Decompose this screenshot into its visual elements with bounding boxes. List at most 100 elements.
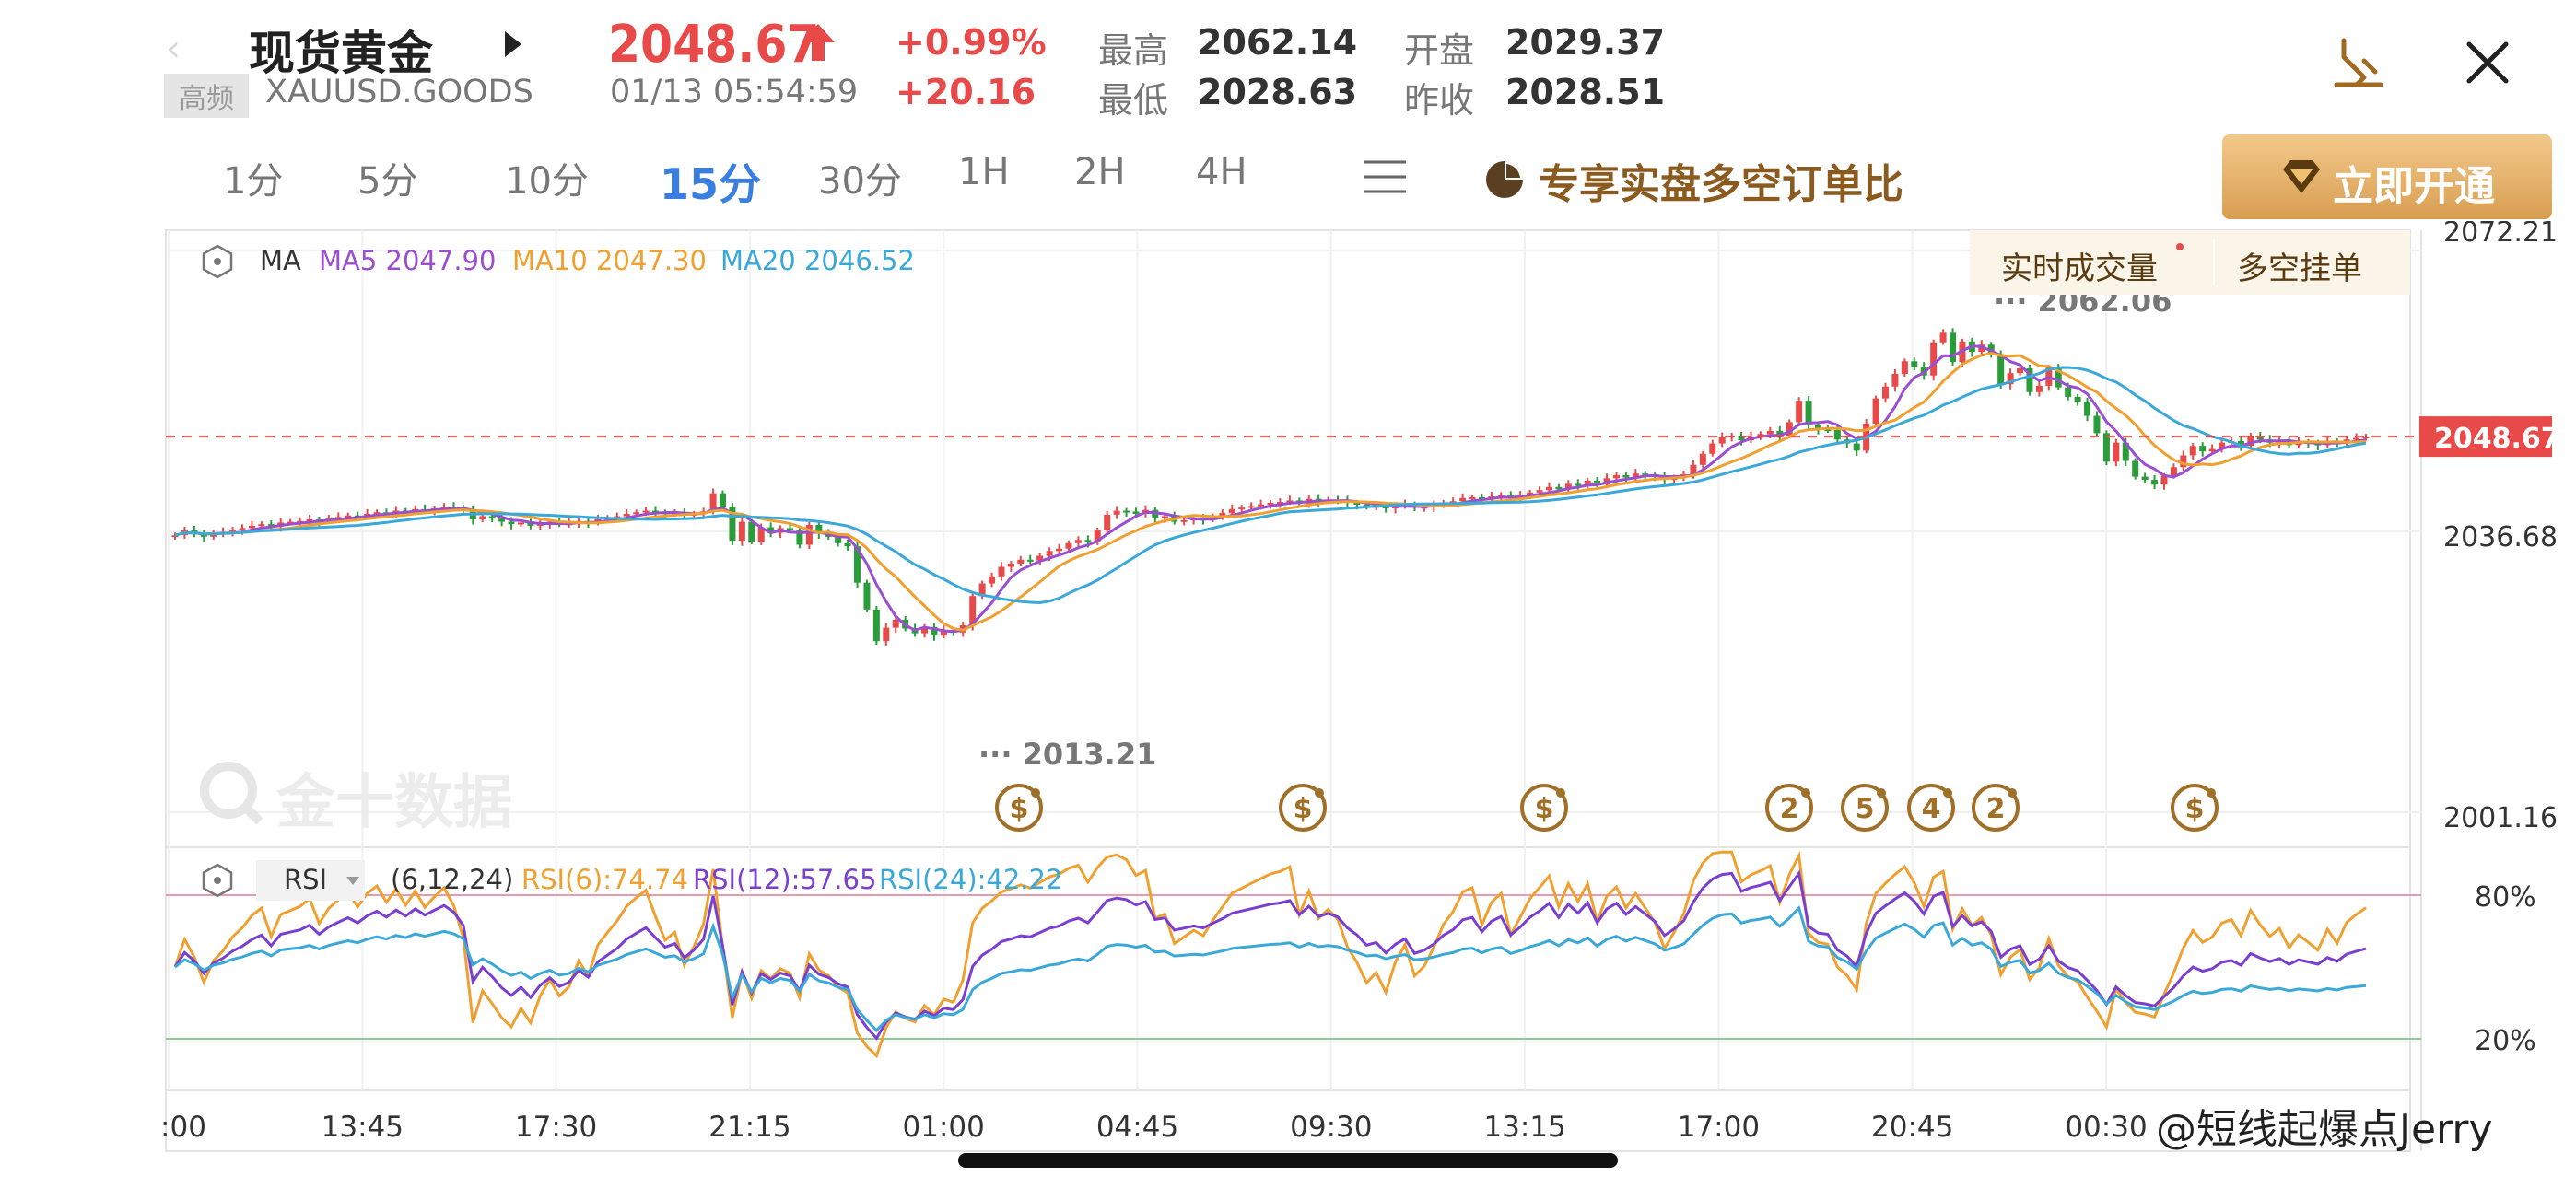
candle-body — [1449, 501, 1457, 504]
event-marker-dot — [1877, 788, 1886, 798]
event-marker: 2 — [1972, 784, 2020, 832]
candle-body — [2026, 368, 2033, 392]
high-frequency-badge: 高频 — [164, 74, 249, 118]
ma20-line — [174, 366, 2367, 605]
realtime-volume-button[interactable]: 实时成交量 — [2001, 250, 2158, 287]
candle-body — [1766, 430, 1774, 435]
candle-body — [1709, 443, 1716, 454]
candle-body — [171, 535, 179, 538]
candle-body — [1699, 453, 1706, 465]
candle-body — [1180, 519, 1188, 522]
x-tick-label: :00 — [160, 1111, 206, 1144]
rsi-indicator-select[interactable]: RSI — [256, 860, 365, 901]
candle-body — [1258, 504, 1265, 507]
candle-body — [479, 516, 486, 519]
candle-body — [1527, 492, 1534, 496]
candle-body — [1882, 386, 1890, 399]
tab-10分[interactable]: 10分 — [505, 160, 589, 203]
candle-body — [1247, 506, 1255, 508]
candle-body — [1891, 374, 1899, 387]
candle-body — [1939, 332, 1947, 343]
menu-icon[interactable] — [1362, 158, 1408, 195]
candle-body — [1074, 540, 1082, 543]
event-marker-dot — [1556, 788, 1565, 798]
candle-body — [921, 626, 929, 634]
event-marker-label: $ — [1010, 793, 1029, 825]
home-indicator — [958, 1153, 1618, 1168]
candle-body — [2074, 396, 2081, 402]
open-account-label: 立即开通 — [2333, 163, 2495, 210]
candles — [171, 328, 2370, 646]
candle-body — [517, 522, 524, 525]
candle-body — [2102, 433, 2110, 462]
candle-body — [527, 522, 534, 526]
candle-body — [1718, 437, 1726, 444]
candle-body — [1104, 514, 1111, 531]
unread-dot — [2176, 243, 2184, 250]
candle-body — [248, 525, 255, 529]
candle-body — [1084, 540, 1092, 542]
rsi-settings-icon[interactable] — [199, 862, 236, 899]
tab-30分[interactable]: 30分 — [818, 160, 902, 203]
candle-body — [1575, 483, 1582, 486]
prev-close-value: 2028.51 — [1505, 72, 1666, 112]
price-up-arrow-icon — [798, 20, 838, 64]
watermark-logo-icon — [197, 759, 265, 827]
quote-timestamp: 01/13 05:54:59 — [610, 74, 859, 111]
tab-5分[interactable]: 5分 — [357, 160, 418, 203]
event-marker-dot — [2207, 788, 2216, 798]
back-chevron-icon[interactable]: ‹ — [166, 28, 181, 70]
event-marker-dot — [1031, 788, 1040, 798]
candle-body — [2007, 373, 2014, 385]
candle-body — [2362, 437, 2370, 439]
open-account-button[interactable]: 立即开通 — [2222, 134, 2552, 219]
candle-body — [2093, 415, 2101, 434]
ma-settings-icon[interactable] — [199, 243, 236, 280]
y-tick-label: 2072.21 — [2443, 221, 2558, 249]
candle-body — [2353, 437, 2360, 440]
event-marker: $ — [995, 784, 1043, 832]
event-marker-label: 4 — [1922, 793, 1941, 825]
candle-body — [623, 513, 630, 517]
candle-body — [720, 493, 726, 507]
candle-body — [258, 524, 265, 527]
candle-body — [287, 521, 294, 524]
next-instrument-icon[interactable] — [505, 31, 521, 57]
rsi-80-label: 80% — [2475, 881, 2536, 914]
ma10-line — [174, 352, 2367, 632]
candle-body — [2035, 385, 2043, 392]
overlay-toggle-group: 实时成交量 多空挂单 — [1970, 230, 2410, 295]
event-marker-ring — [1907, 784, 1955, 832]
event-marker-dot — [1943, 788, 1952, 798]
kline-chart[interactable]: :00 13:45 17:30 21:15 01:00 04:45 09:30 13:15 17… — [0, 221, 2576, 1160]
timeframe-bar: 1分 5分 10分 15分 30分 1H 2H 4H — [0, 147, 1437, 209]
x-tick-label: 20:45 — [1871, 1111, 1953, 1144]
drawing-tool-icon[interactable] — [2329, 33, 2388, 92]
order-book-button[interactable]: 多空挂单 — [2237, 250, 2362, 287]
candle-body — [1161, 516, 1168, 518]
candle-body — [1113, 510, 1120, 515]
candle-body — [2017, 368, 2024, 374]
tab-15分[interactable]: 15分 — [660, 159, 762, 209]
tab-2H[interactable]: 2H — [1074, 151, 1126, 193]
candle-body — [210, 533, 217, 537]
rsi-20-label: 20% — [2475, 1025, 2536, 1057]
tab-4H[interactable]: 4H — [1196, 151, 1247, 193]
candle-body — [2199, 446, 2207, 452]
candle-body — [1622, 474, 1630, 478]
ma-legend-name: MA — [260, 245, 301, 276]
candle-body — [373, 512, 381, 515]
high-label: 最高 — [1098, 30, 1169, 71]
event-marker-label: $ — [1294, 793, 1313, 825]
tab-1H[interactable]: 1H — [958, 151, 1010, 193]
candle-body — [1469, 496, 1476, 499]
candle-body — [1017, 559, 1025, 565]
close-icon[interactable] — [2462, 37, 2513, 88]
tab-1分[interactable]: 1分 — [223, 160, 284, 203]
diamond-icon — [2279, 157, 2324, 197]
candle-body — [651, 510, 659, 513]
prev-close-label: 昨收 — [1404, 80, 1475, 121]
candle-body — [998, 566, 1005, 577]
promo-label[interactable]: 专享实盘多空订单比 — [1539, 161, 1903, 208]
candle-body — [1555, 486, 1563, 490]
